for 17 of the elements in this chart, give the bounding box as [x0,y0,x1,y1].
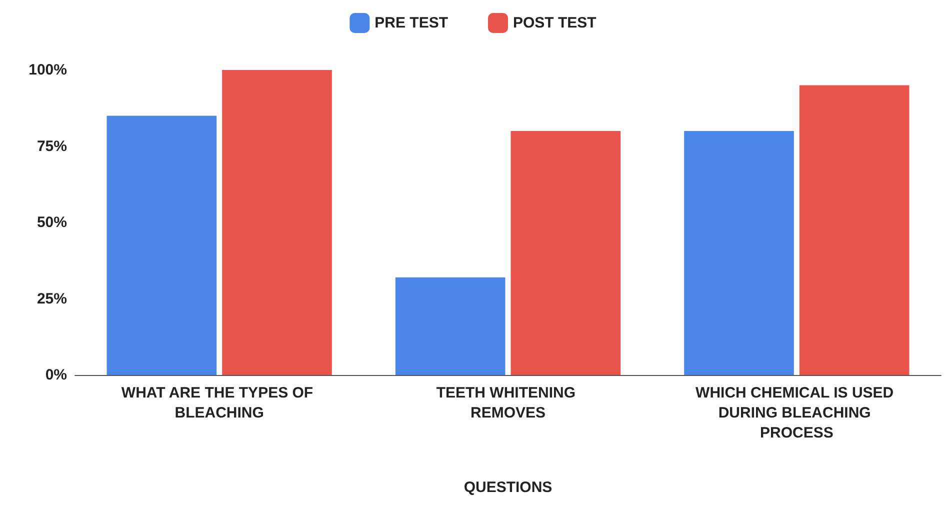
bar [106,116,217,375]
y-tick-label: 75% [36,138,67,155]
legend-label: POST TEST [513,14,596,32]
y-tick-label: 25% [36,290,67,308]
y-tick-label: 50% [36,214,67,231]
bar [395,277,506,375]
bar [684,131,794,375]
y-tick-label: 0% [45,366,67,384]
x-axis-title: QUESTIONS [464,479,552,496]
bar [510,131,621,375]
x-tick-label: WHICH CHEMICAL IS USED DURING BLEACHING PROCESS [696,384,898,442]
x-tick-label: TEETH WHITENING REMOVES [436,384,580,422]
bar [222,70,332,375]
x-tick-label: WHAT ARE THE TYPES OF BLEACHING [121,384,318,422]
legend-label: PRE TEST [374,14,448,32]
y-tick-label: 100% [28,62,67,78]
bar [799,85,910,375]
